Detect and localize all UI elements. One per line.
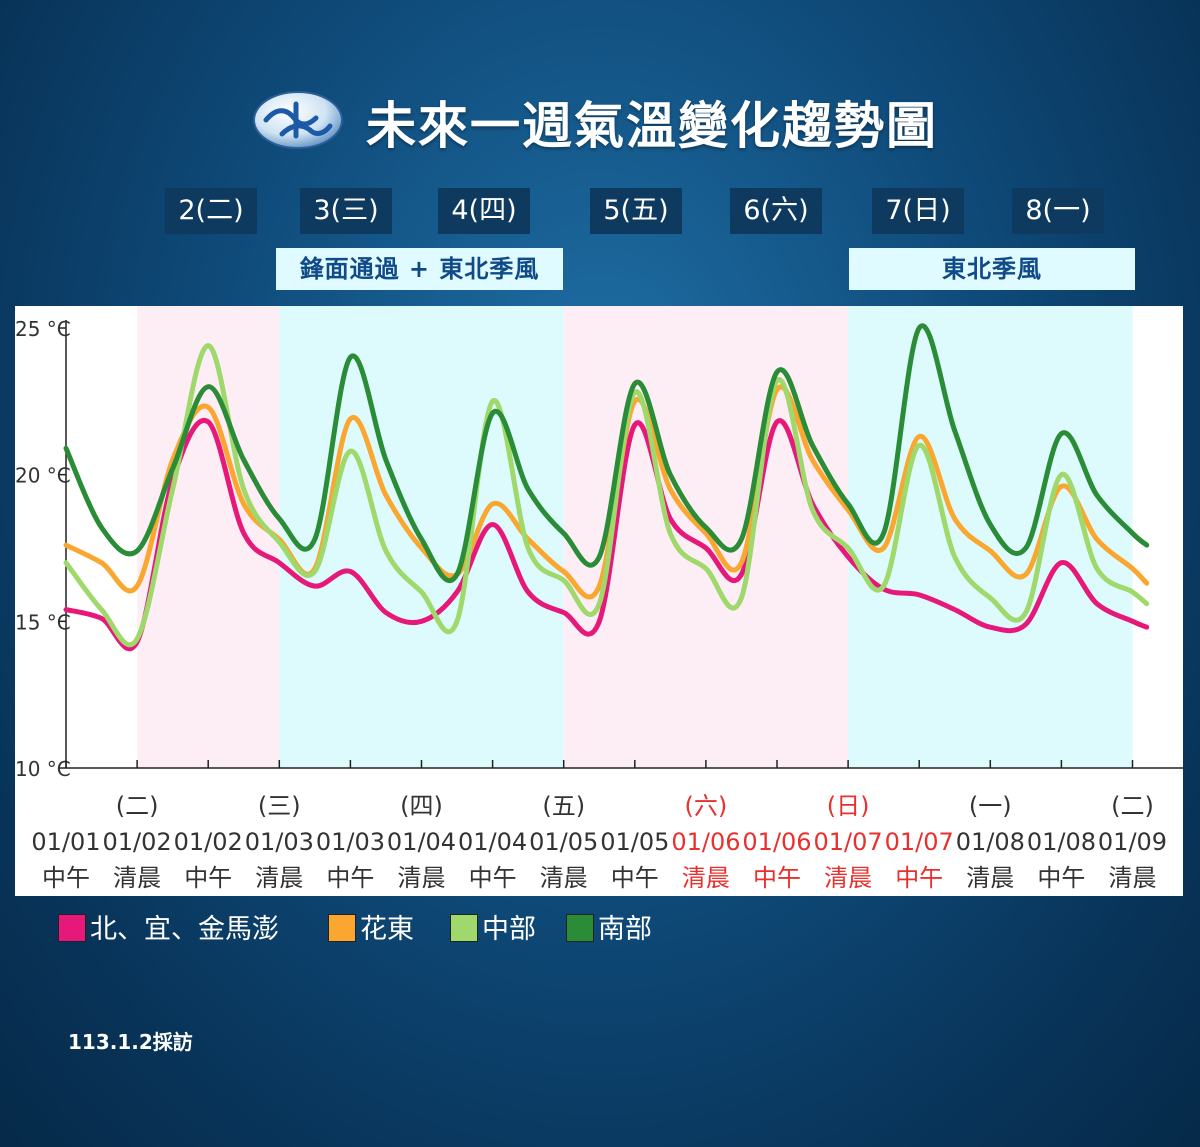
- x-date-label: 01/07: [885, 828, 954, 856]
- series-line-north: [63, 417, 1150, 652]
- header: 未來一週氣溫變化趨勢圖: [0, 78, 1200, 168]
- day-box-tue: 2(二): [165, 188, 257, 234]
- series-line-south: [63, 323, 1150, 584]
- x-date-label: 01/02: [174, 828, 243, 856]
- legend-swatch-huadong: [328, 914, 356, 942]
- x-date-label: 01/05: [600, 828, 669, 856]
- x-time-label: 清晨: [398, 864, 446, 892]
- day-box-sun: 7(日): [872, 188, 964, 234]
- x-date-label: 01/07: [814, 828, 883, 856]
- x-date-label: 01/08: [1027, 828, 1096, 856]
- y-tick-label: 15 °C: [15, 610, 71, 634]
- x-time-label: 清晨: [682, 864, 730, 892]
- x-weekday-label: (五): [542, 792, 585, 820]
- y-tick-label: 25 °C: [15, 317, 71, 341]
- period-front-northeast-monsoon: 鋒面通過 + 東北季風: [276, 248, 563, 290]
- x-weekday-label: (三): [258, 792, 301, 820]
- x-date-label: 01/05: [529, 828, 598, 856]
- legend-item-huadong: 花東: [328, 912, 414, 948]
- x-weekday-label: (四): [400, 792, 443, 820]
- x-date-label: 01/01: [31, 828, 100, 856]
- x-time-label: 清晨: [540, 864, 588, 892]
- legend-label-central: 中部: [482, 914, 536, 945]
- day-box-wed: 3(三): [300, 188, 392, 234]
- x-weekday-label: (二): [116, 792, 159, 820]
- page-title: 未來一週氣溫變化趨勢圖: [366, 97, 938, 155]
- x-weekday-label: (一): [969, 792, 1012, 820]
- x-time-label: 中午: [895, 864, 943, 892]
- day-box-sat: 6(六): [730, 188, 822, 234]
- legend-swatch-central: [450, 914, 478, 942]
- series-line-central: [63, 343, 1150, 648]
- y-tick-label: 20 °C: [15, 464, 71, 488]
- x-time-label: 中午: [184, 864, 232, 892]
- day-box-fri: 5(五): [590, 188, 682, 234]
- footnote: 113.1.2採訪: [68, 1030, 193, 1054]
- x-time-label: 清晨: [1109, 864, 1157, 892]
- x-time-label: 清晨: [966, 864, 1014, 892]
- legend-label-huadong: 花東: [360, 914, 414, 945]
- x-weekday-label: (六): [685, 792, 728, 820]
- x-date-label: 01/03: [316, 828, 385, 856]
- x-time-label: 中午: [469, 864, 517, 892]
- day-box-thu: 4(四): [438, 188, 530, 234]
- x-time-label: 中午: [42, 864, 90, 892]
- temperature-chart: 25 °C 20 °C 15 °C 10 °C 01/01 中午 (二) 01/02 清晨 01…: [15, 306, 1183, 892]
- x-weekday-label: (二): [1111, 792, 1154, 820]
- x-time-label: 中午: [753, 864, 801, 892]
- x-time-label: 中午: [1037, 864, 1085, 892]
- legend-label-south: 南部: [598, 914, 652, 945]
- x-date-label: 01/06: [742, 828, 811, 856]
- x-time-label: 清晨: [113, 864, 161, 892]
- x-time-label: 清晨: [255, 864, 303, 892]
- legend-item-south: 南部: [566, 912, 652, 948]
- x-time-label: 中午: [611, 864, 659, 892]
- x-date-label: 01/09: [1098, 828, 1167, 856]
- day-box-mon: 8(一): [1012, 188, 1104, 234]
- period-northeast-monsoon: 東北季風: [849, 248, 1135, 290]
- x-date-label: 01/02: [103, 828, 172, 856]
- x-time-label: 中午: [326, 864, 374, 892]
- legend-item-north: 北、宜、金馬澎: [58, 912, 279, 948]
- x-weekday-label: (日): [827, 792, 870, 820]
- legend-label-north: 北、宜、金馬澎: [90, 914, 279, 945]
- x-date-label: 01/06: [671, 828, 740, 856]
- x-date-label: 01/04: [458, 828, 527, 856]
- x-date-label: 01/03: [245, 828, 314, 856]
- cwa-logo-icon: [253, 91, 343, 149]
- x-date-label: 01/08: [956, 828, 1025, 856]
- legend-swatch-north: [58, 914, 86, 942]
- legend-swatch-south: [566, 914, 594, 942]
- chart-panel: 25 °C 20 °C 15 °C 10 °C 01/01 中午 (二) 01/02 清晨 01…: [15, 306, 1183, 896]
- legend-item-central: 中部: [450, 912, 536, 948]
- y-tick-label: 10 °C: [15, 757, 71, 781]
- x-time-label: 清晨: [824, 864, 872, 892]
- x-date-label: 01/04: [387, 828, 456, 856]
